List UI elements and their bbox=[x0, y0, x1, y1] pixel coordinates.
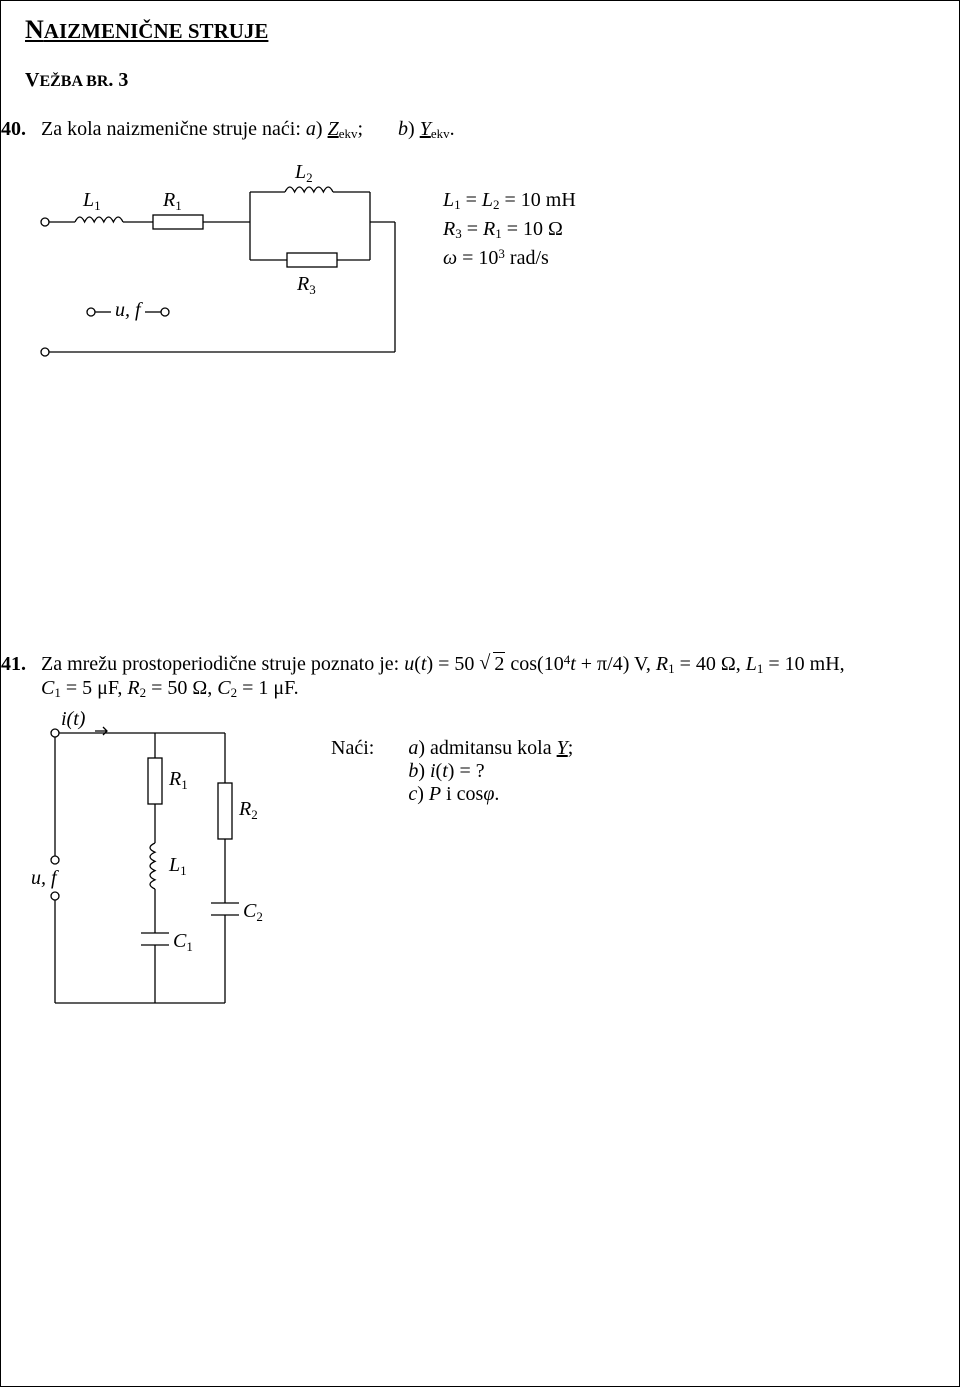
svg-text:u, f: u, f bbox=[31, 867, 59, 889]
q41-c2: C bbox=[217, 677, 230, 699]
naci-b-t3: ) = ? bbox=[448, 760, 485, 782]
naci-items: a) admitansu kola Y; b) i(t) = ? c) P i … bbox=[408, 737, 573, 806]
param-r: R3 = R1 = 10 Ω bbox=[443, 215, 576, 244]
svg-text:R1: R1 bbox=[168, 768, 188, 792]
p-eq1: = bbox=[461, 189, 482, 211]
q40-params: L1 = L2 = 10 mH R3 = R1 = 10 Ω ω = 103 r… bbox=[443, 142, 576, 273]
svg-text:R2: R2 bbox=[238, 798, 258, 822]
naci-c-t1: ) bbox=[417, 783, 429, 805]
q40-statement: 40. Za kola naizmenične struje naći: a) … bbox=[1, 118, 911, 142]
page-title: NAIZMENIČNE STRUJE bbox=[25, 15, 935, 45]
svg-text:C1: C1 bbox=[173, 930, 193, 954]
exercise-label: VEŽBA BR. 3 bbox=[25, 69, 935, 92]
param-w: ω = 103 rad/s bbox=[443, 244, 576, 273]
q41-c1v: = 5 μF, bbox=[61, 677, 128, 699]
q41-r1v: = 40 Ω, bbox=[675, 653, 746, 675]
subtitle-rest: EŽBA BR bbox=[39, 73, 108, 90]
q41-c2v: = 1 μF. bbox=[237, 677, 299, 699]
subtitle-initial: V bbox=[25, 69, 39, 91]
p-r1: R bbox=[483, 218, 495, 240]
q41-r2v: = 50 Ω, bbox=[146, 677, 217, 699]
q40-b-symbol: Y bbox=[420, 118, 431, 140]
p-l1: L bbox=[443, 189, 454, 211]
p-rval: = 10 Ω bbox=[502, 218, 563, 240]
p-eq2: = bbox=[462, 218, 483, 240]
naci-c-t2: i cos bbox=[441, 783, 483, 805]
q40-number: 40. bbox=[1, 118, 26, 140]
naci-b-l: b bbox=[408, 760, 418, 782]
q41-l1: L bbox=[746, 653, 757, 675]
sqrt-icon: 2 bbox=[479, 653, 505, 676]
q40-a-label: a bbox=[306, 118, 316, 140]
q41-text: Za mrežu prostoperiodične struje poznato… bbox=[41, 653, 404, 675]
naci-c-p: P bbox=[429, 783, 441, 805]
q40-b-label: b bbox=[398, 118, 408, 140]
naci-a-t1: ) admitansu kola bbox=[418, 737, 556, 759]
naci-row: Naći: a) admitansu kola Y; b) i(t) = ? c… bbox=[331, 737, 573, 806]
svg-text:L2: L2 bbox=[294, 161, 313, 185]
naci-b-t1: ) bbox=[418, 760, 430, 782]
q41-c1: C bbox=[41, 677, 54, 699]
q40-circuit: L1 R1 L2 R3 u, f bbox=[25, 142, 415, 392]
page: NAIZMENIČNE STRUJE VEŽBA BR. 3 40. Za ko… bbox=[0, 0, 960, 1387]
naci-c-l: c bbox=[408, 783, 417, 805]
q40-a-sub: ekv bbox=[339, 126, 358, 141]
p-lval: = 10 mH bbox=[500, 189, 576, 211]
p-weq: = 10 bbox=[457, 247, 498, 269]
q40-text: Za kola naizmenične struje naći: bbox=[41, 118, 306, 140]
q40-b-sub: ekv bbox=[431, 126, 450, 141]
svg-text:i(t): i(t) bbox=[61, 708, 86, 730]
naci-a-sym: Y bbox=[557, 737, 568, 759]
p-wunit: rad/s bbox=[505, 247, 549, 269]
naci-c-phi: φ bbox=[483, 783, 494, 805]
q41-naci: Naći: a) admitansu kola Y; b) i(t) = ? c… bbox=[331, 703, 573, 806]
q41-cos: cos(10 bbox=[510, 653, 563, 675]
naci-a-l: a bbox=[408, 737, 418, 759]
svg-text:C2: C2 bbox=[243, 900, 263, 924]
q41-r2: R bbox=[127, 677, 139, 699]
q41-line1: 41. Za mrežu prostoperiodične struje poz… bbox=[1, 652, 911, 677]
q41-u: u bbox=[404, 653, 414, 675]
naci-label: Naći: bbox=[331, 737, 374, 806]
q41-circuit: i(t) u, f R1 L1 C1 R2 C2 bbox=[25, 703, 285, 1023]
naci-a-t2: ; bbox=[568, 737, 574, 759]
q41-number: 41. bbox=[1, 653, 26, 675]
naci-c-t3: . bbox=[494, 783, 499, 805]
p-r3: R bbox=[443, 218, 455, 240]
title-rest: AIZMENIČNE STRUJE bbox=[44, 19, 269, 43]
q41-line2: C1 = 5 μF, R2 = 50 Ω, C2 = 1 μF. bbox=[41, 677, 935, 701]
svg-text:L1: L1 bbox=[168, 854, 187, 878]
naci-b: b) i(t) = ? bbox=[408, 760, 573, 783]
q41-statement: 41. Za mrežu prostoperiodične struje poz… bbox=[25, 652, 935, 701]
param-l: L1 = L2 = 10 mH bbox=[443, 186, 576, 215]
q41-l1v: = 10 mH, bbox=[763, 653, 844, 675]
svg-text:u, f: u, f bbox=[115, 299, 143, 321]
svg-text:R1: R1 bbox=[162, 189, 182, 213]
p-w: ω bbox=[443, 247, 457, 269]
p-l2: L bbox=[482, 189, 493, 211]
naci-c: c) P i cosφ. bbox=[408, 783, 573, 806]
q40-a-symbol: Z bbox=[328, 118, 339, 140]
q41-row: i(t) u, f R1 L1 C1 R2 C2 Naći: a) admitansu ko… bbox=[25, 703, 935, 1023]
svg-text:L1: L1 bbox=[82, 189, 101, 213]
q40-row: L1 R1 L2 R3 u, f L1 = L2 = 10 mH R3 = R1 = 1… bbox=[25, 142, 935, 392]
title-initial: N bbox=[25, 15, 44, 44]
subtitle-num: . 3 bbox=[108, 69, 128, 91]
q41-r1: R bbox=[656, 653, 668, 675]
q41-sqrt-rad: 2 bbox=[493, 652, 505, 675]
naci-a: a) admitansu kola Y; bbox=[408, 737, 573, 760]
svg-text:R3: R3 bbox=[296, 273, 316, 297]
q41-ut: (t) = 50 bbox=[414, 653, 474, 675]
